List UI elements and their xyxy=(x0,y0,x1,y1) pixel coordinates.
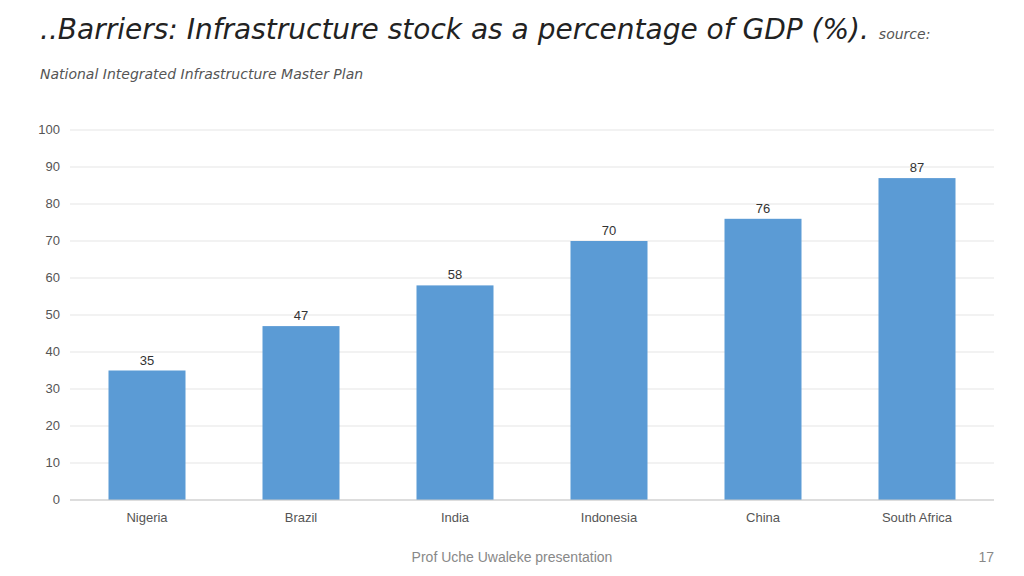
grid-line xyxy=(70,315,994,316)
bar xyxy=(879,178,956,500)
y-tick-label: 100 xyxy=(38,122,60,137)
grid-line xyxy=(70,352,994,353)
x-tick-label: South Africa xyxy=(882,510,953,525)
grid-line xyxy=(70,389,994,390)
bar xyxy=(571,241,648,500)
grid-line xyxy=(70,463,994,464)
bar xyxy=(725,219,802,500)
data-label: 35 xyxy=(140,353,154,368)
data-label: 70 xyxy=(602,223,616,238)
y-tick-label: 10 xyxy=(46,455,60,470)
bars xyxy=(109,178,956,500)
grid-line xyxy=(70,500,994,501)
bar xyxy=(263,326,340,500)
y-tick-label: 80 xyxy=(46,196,60,211)
title-text: ..Barriers: Infrastructure stock as a pe… xyxy=(40,13,869,46)
grid-line xyxy=(70,241,994,242)
x-tick-label: India xyxy=(441,510,470,525)
grid-line xyxy=(70,167,994,168)
bar xyxy=(417,285,494,500)
chart: 0 10 20 30 40 50 60 70 80 90 100 35 47 58 70 76 87 Nigeri… xyxy=(0,0,1024,576)
grid-line xyxy=(70,426,994,427)
x-tick-label: Brazil xyxy=(285,510,318,525)
y-tick-label: 90 xyxy=(46,159,60,174)
y-tick-label: 50 xyxy=(46,307,60,322)
data-label: 76 xyxy=(756,201,770,216)
data-label: 87 xyxy=(910,160,924,175)
x-tick-label: Indonesia xyxy=(581,510,638,525)
grid-line xyxy=(70,130,994,131)
footer-note: Prof Uche Uwaleke presentation xyxy=(412,549,613,565)
data-label: 47 xyxy=(294,308,308,323)
grid-line xyxy=(70,204,994,205)
y-tick-label: 30 xyxy=(46,381,60,396)
y-tick-label: 0 xyxy=(53,492,60,507)
x-axis-line xyxy=(70,500,994,501)
grid xyxy=(70,130,994,500)
grid-line xyxy=(70,278,994,279)
y-tick-label: 60 xyxy=(46,270,60,285)
title: ..Barriers: Infrastructure stock as a pe… xyxy=(40,12,990,92)
bar xyxy=(109,371,186,501)
x-tick-label: Nigeria xyxy=(126,510,168,525)
data-label: 58 xyxy=(448,267,462,282)
y-tick-label: 70 xyxy=(46,233,60,248)
y-tick-label: 20 xyxy=(46,418,60,433)
x-tick-label: China xyxy=(746,510,781,525)
footer-note: 17 xyxy=(978,549,994,565)
y-tick-label: 40 xyxy=(46,344,60,359)
